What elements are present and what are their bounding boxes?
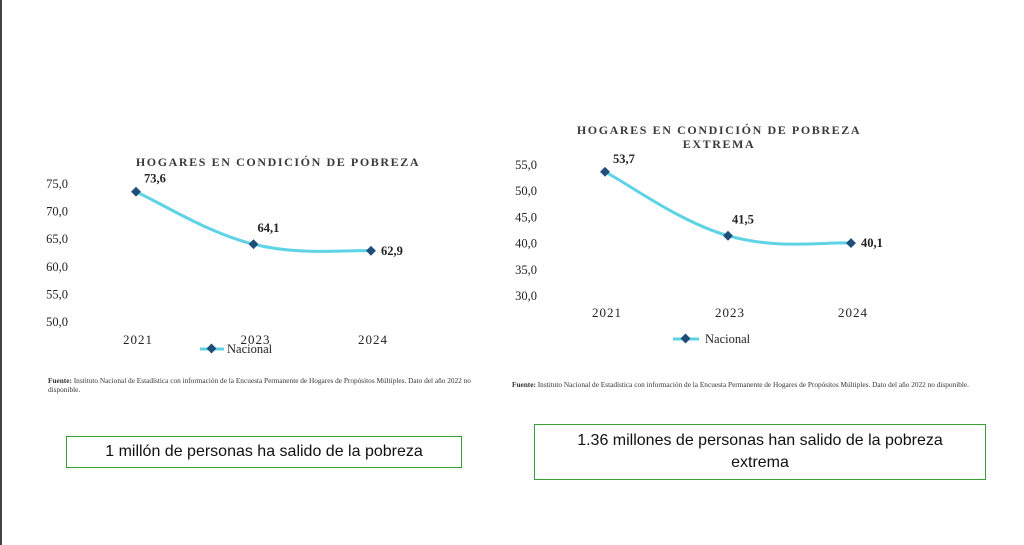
y-tick-label: 40,0 (515, 237, 537, 251)
x-axis-ticks: 2021 2023 2024 (592, 305, 868, 320)
legend: Nacional (200, 342, 273, 356)
y-tick-label: 55,0 (46, 287, 68, 301)
poverty-chart: HOGARES EN CONDICIÓN DE POBREZA 75,0 70,0… (40, 148, 440, 373)
y-tick-label: 30,0 (515, 289, 537, 303)
x-tick-label: 2024 (358, 332, 388, 347)
y-tick-label: 50,0 (515, 184, 537, 198)
y-axis-ticks: 55,0 50,0 45,0 40,0 35,0 30,0 (515, 158, 537, 303)
data-point-marker (248, 239, 259, 250)
data-label: 64,1 (258, 221, 280, 235)
data-point-marker (366, 245, 376, 256)
callout-text: 1 millón de personas ha salido de la pob… (105, 443, 423, 460)
source-label: Fuente: (512, 380, 536, 389)
chart-source-note: Fuente: Instituto Nacional de Estadístic… (512, 380, 972, 389)
source-text: Instituto Nacional de Estadística con in… (48, 376, 471, 394)
data-label: 53,7 (613, 152, 635, 166)
y-tick-label: 55,0 (515, 158, 537, 172)
chart-title-line2: EXTREMA (683, 137, 756, 151)
poverty-chart-svg: HOGARES EN CONDICIÓN DE POBREZA 75,0 70,0… (46, 155, 420, 356)
y-tick-label: 70,0 (46, 205, 68, 219)
chart-title: HOGARES EN CONDICIÓN DE POBREZA (136, 155, 420, 169)
legend-label: Nacional (227, 342, 273, 356)
legend-marker (680, 333, 691, 344)
y-tick-label: 35,0 (515, 263, 537, 277)
y-tick-label: 65,0 (46, 232, 68, 246)
x-tick-label: 2024 (838, 305, 868, 320)
poverty-callout: 1 millón de personas ha salido de la pob… (66, 436, 462, 468)
data-label: 41,5 (732, 213, 754, 227)
x-tick-label: 2023 (715, 305, 745, 320)
plot-area: 53,7 41,5 40,1 (600, 152, 883, 250)
page-left-border (0, 0, 2, 545)
y-tick-label: 45,0 (515, 210, 537, 224)
legend: Nacional (673, 332, 751, 346)
x-tick-label: 2021 (123, 332, 153, 347)
y-tick-label: 75,0 (46, 177, 68, 191)
x-axis-ticks: 2021 2023 2024 (123, 332, 388, 347)
data-point-marker (131, 186, 141, 197)
legend-marker (206, 343, 217, 354)
y-tick-label: 60,0 (46, 260, 68, 274)
callout-text: 1.36 millones de personas han salido de … (577, 432, 943, 471)
data-point-marker (600, 166, 610, 177)
extreme-poverty-chart-svg: HOGARES EN CONDICIÓN DE POBREZA EXTREMA … (515, 123, 883, 346)
x-tick-label: 2023 (241, 332, 271, 347)
source-label: Fuente: (48, 376, 72, 385)
data-point-marker (723, 230, 733, 241)
source-text: Instituto Nacional de Estadística con in… (537, 380, 969, 389)
legend-label: Nacional (705, 332, 751, 346)
plot-area: 73,6 64,1 62,9 (131, 172, 403, 258)
data-label: 62,9 (381, 244, 403, 258)
extreme-poverty-chart: HOGARES EN CONDICIÓN DE POBREZA EXTREMA … (505, 122, 925, 352)
extreme-poverty-callout: 1.36 millones de personas han salido de … (534, 424, 986, 480)
data-label: 73,6 (144, 172, 166, 186)
data-label: 40,1 (861, 236, 883, 250)
y-tick-label: 50,0 (46, 315, 68, 329)
data-point-marker (846, 238, 856, 249)
chart-source-note: Fuente: Instituto Nacional de Estadístic… (48, 376, 488, 394)
chart-title-line1: HOGARES EN CONDICIÓN DE POBREZA (577, 123, 861, 137)
x-tick-label: 2021 (592, 305, 622, 320)
y-axis-ticks: 75,0 70,0 65,0 60,0 55,0 50,0 (46, 177, 68, 329)
